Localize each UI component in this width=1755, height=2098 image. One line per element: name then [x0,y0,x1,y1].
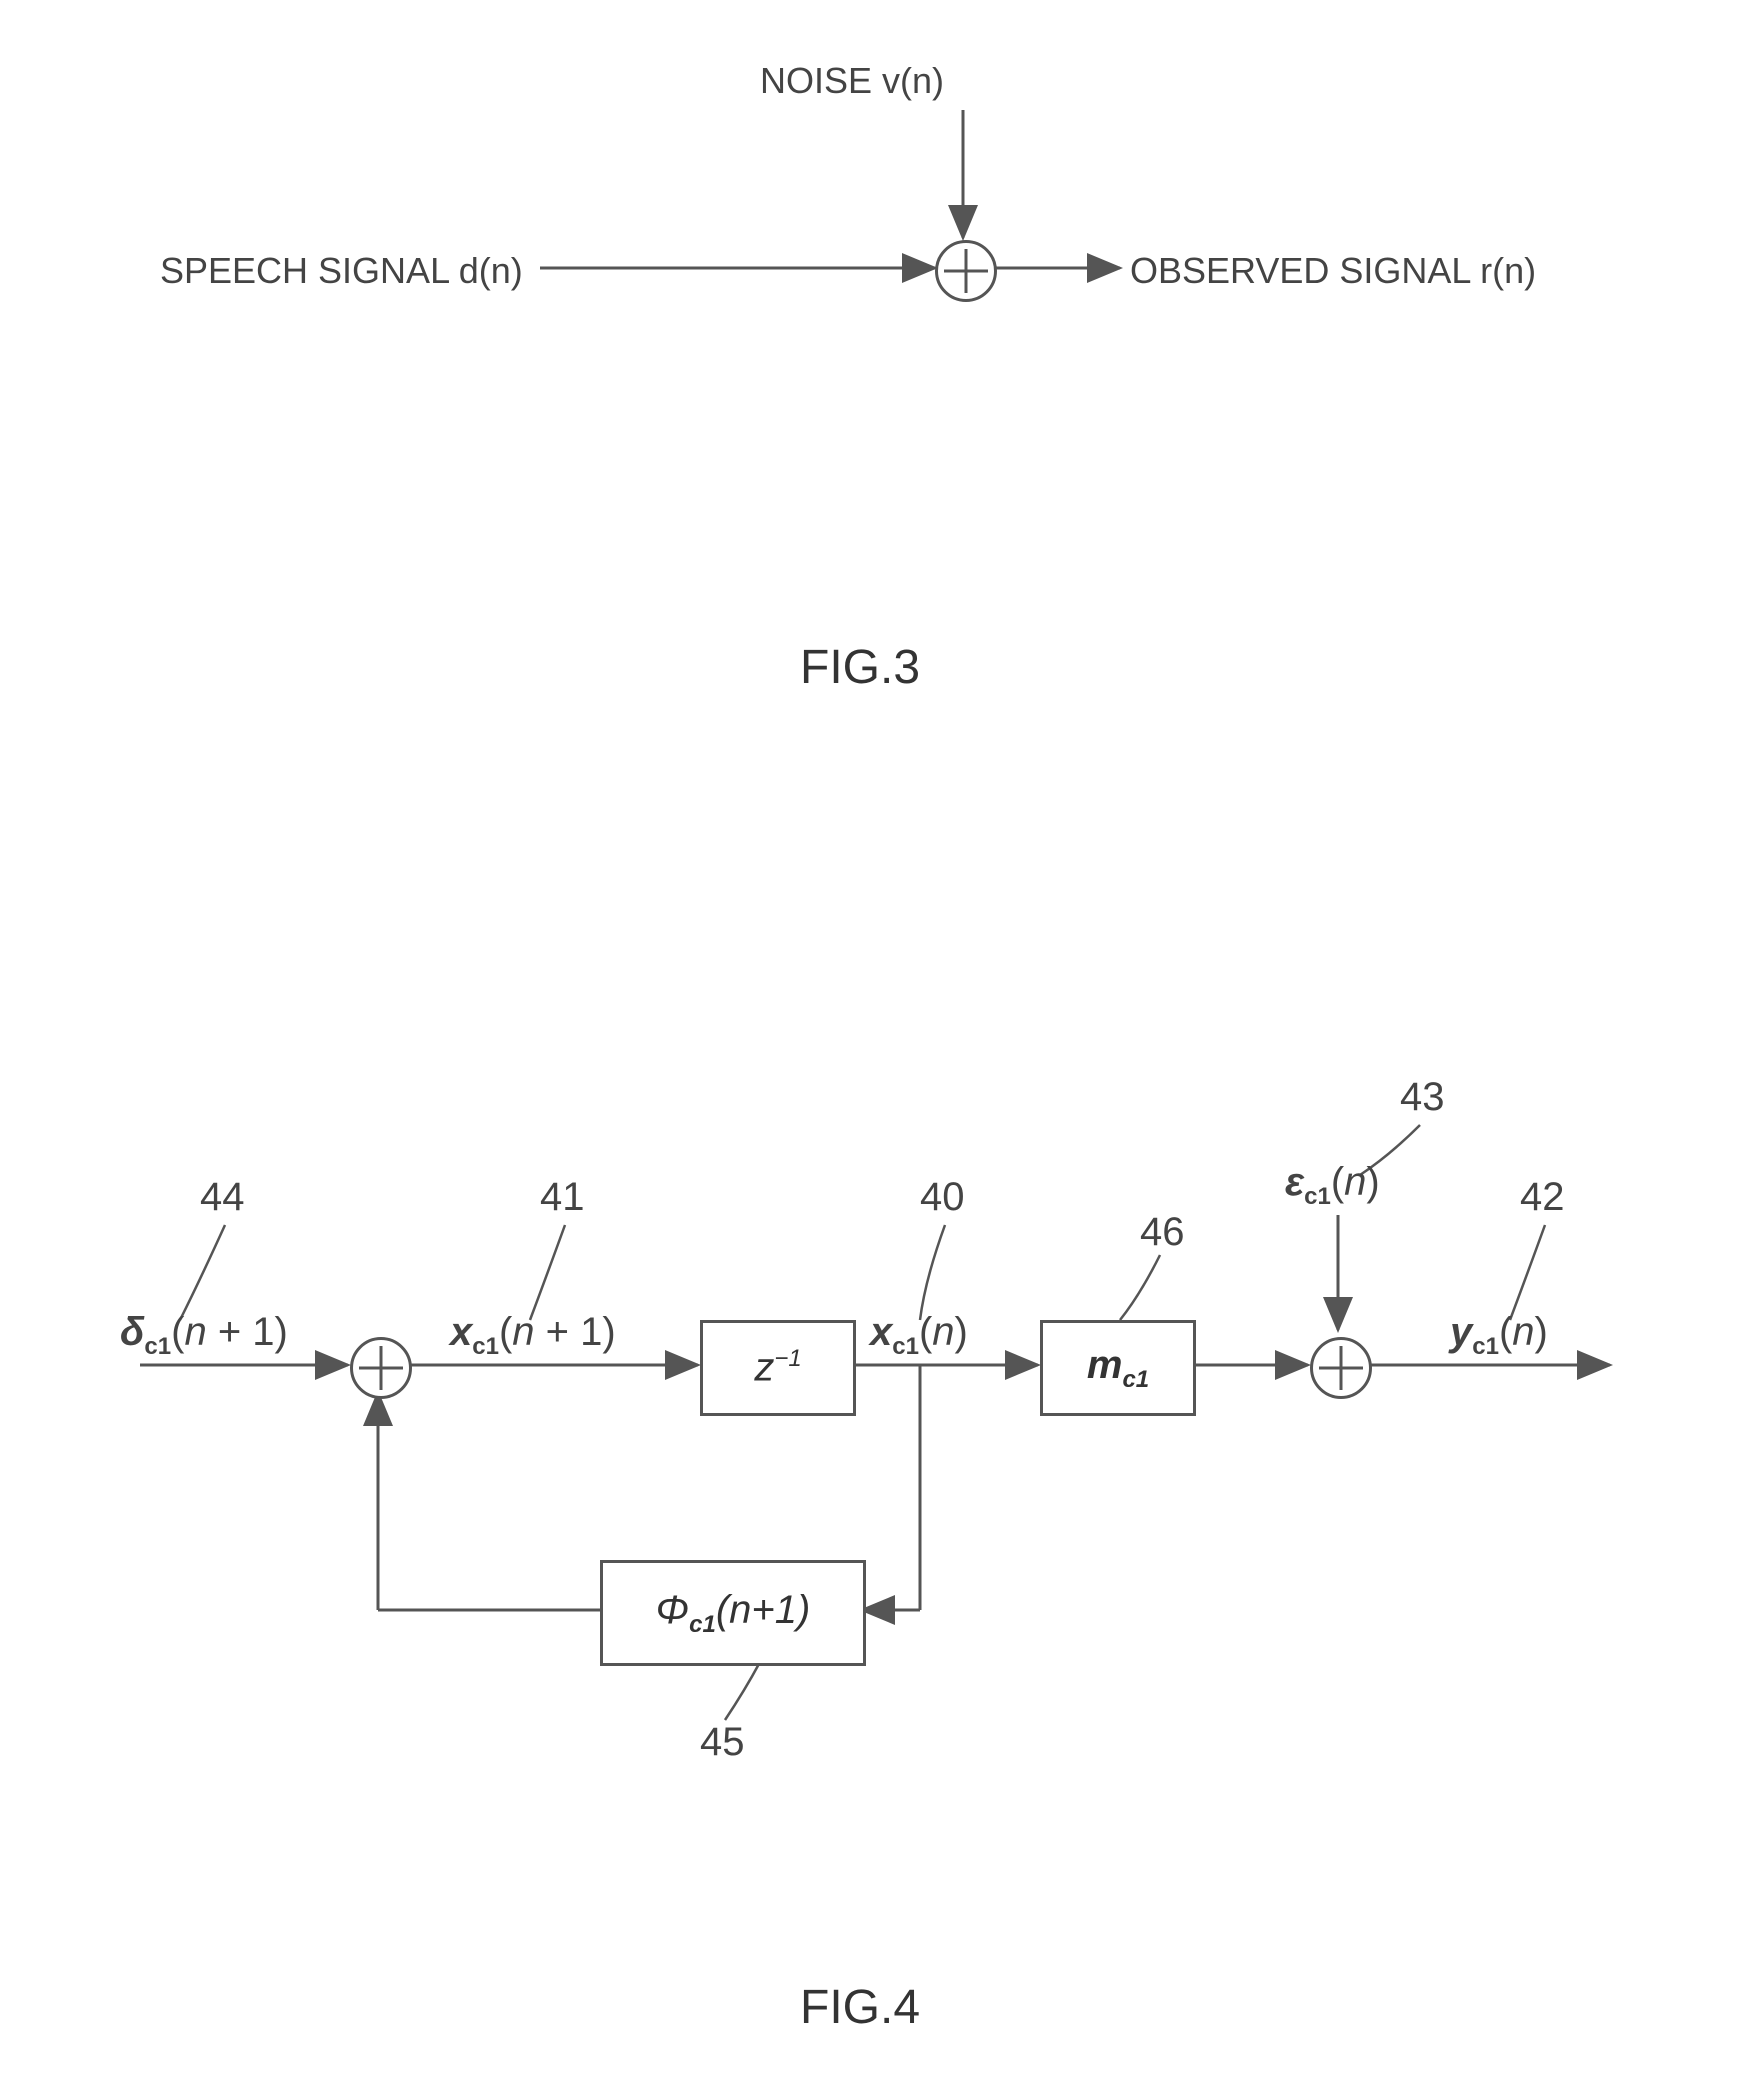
fig4-lines [0,0,1755,2098]
fig4-caption: FIG.4 [800,1980,920,2035]
m-label: mc1 [1087,1343,1149,1394]
ref-46: 46 [1140,1210,1185,1255]
fig4-summer-2 [1310,1337,1372,1399]
z-inverse-block: z−1 [700,1320,856,1416]
y-label: yc1(n) [1450,1310,1548,1361]
ref-42: 42 [1520,1175,1565,1220]
ref-43: 43 [1400,1075,1445,1120]
ref-45: 45 [700,1720,745,1765]
z-inverse-label: z−1 [754,1345,801,1390]
fig4-summer-1 [350,1337,412,1399]
ref-40: 40 [920,1175,965,1220]
phi-label: Φc1(n+1) [656,1588,811,1639]
x-n-label: xc1(n) [870,1310,968,1361]
phi-block: Φc1(n+1) [600,1560,866,1666]
ref-44: 44 [200,1175,245,1220]
delta-label: δc1(n + 1) [120,1310,288,1361]
x-np1-label: xc1(n + 1) [450,1310,616,1361]
m-block: mc1 [1040,1320,1196,1416]
eps-label: εc1(n) [1285,1160,1380,1211]
ref-41: 41 [540,1175,585,1220]
